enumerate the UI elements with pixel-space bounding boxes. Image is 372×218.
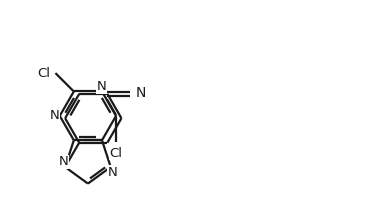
Text: N: N <box>136 87 146 100</box>
Text: Cl: Cl <box>38 66 51 80</box>
Text: N: N <box>96 80 106 93</box>
Text: Cl: Cl <box>110 146 122 160</box>
Text: N: N <box>50 109 60 122</box>
Text: N: N <box>59 155 68 169</box>
Text: N: N <box>108 166 118 179</box>
